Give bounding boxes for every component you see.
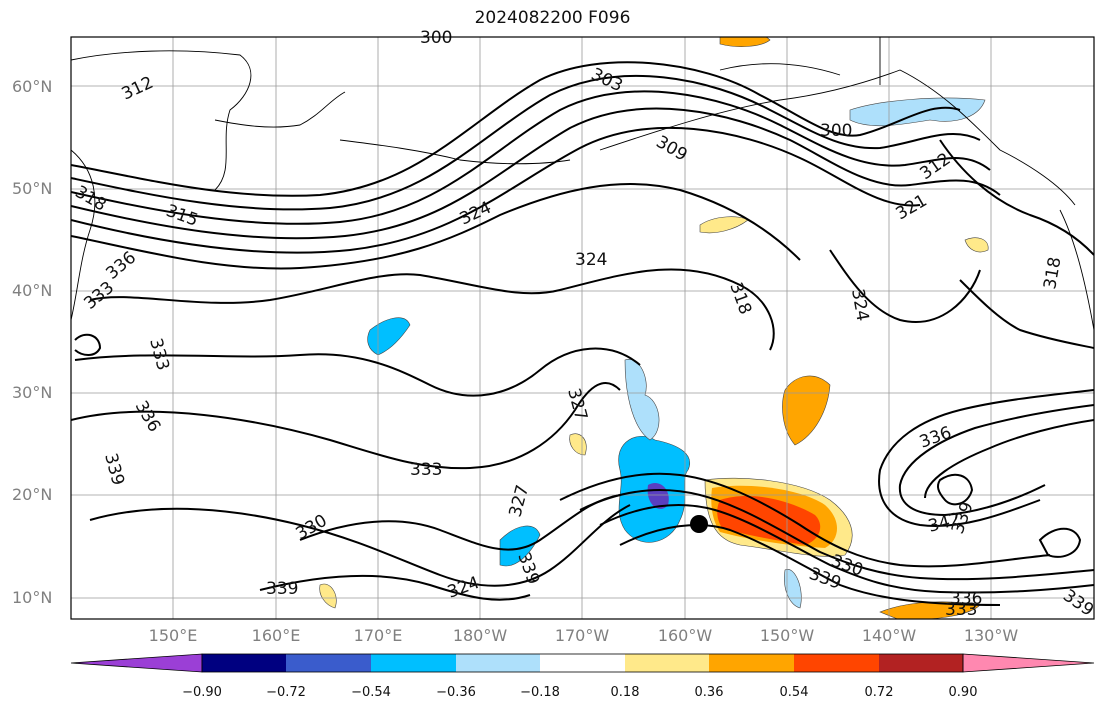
colorbar-tick-label: 0.90 (948, 685, 978, 700)
lon-label: 130°W (963, 626, 1019, 645)
lat-label: 40°N (12, 281, 53, 300)
colorbar-tick-label: −0.54 (351, 685, 391, 700)
colorbar-tick-label: 0.54 (779, 685, 809, 700)
lon-label: 180°W (452, 626, 508, 645)
lat-label: 20°N (12, 485, 53, 504)
colorbar-bin (371, 654, 456, 672)
shade-negative-d (849, 97, 986, 127)
colorbar-bin (794, 654, 879, 672)
lat-label: 50°N (12, 179, 53, 198)
contour-label: 300 (820, 121, 852, 141)
lon-label: 150°E (148, 626, 198, 645)
shade-positive-h (964, 237, 989, 253)
colorbar-tick-label: 0.36 (694, 685, 724, 700)
lat-label: 10°N (12, 588, 53, 607)
shade-positive-g (319, 583, 337, 609)
colorbar-tick-label: −0.72 (266, 685, 306, 700)
colorbar-tick-label: 0.72 (864, 685, 894, 700)
shading-layer (319, 37, 989, 619)
plot-area (71, 37, 1094, 619)
colorbar-frame (201, 653, 964, 673)
lon-label: 160°W (657, 626, 713, 645)
colorbar-bin (202, 654, 286, 672)
colorbar-bin (540, 654, 625, 672)
colorbar-tick-label: −0.36 (436, 685, 476, 700)
colorbar-bin (709, 654, 794, 672)
map-title: 2024082200 F096 (474, 8, 631, 28)
contour-label: 333 (410, 460, 442, 480)
colorbar-bin (879, 654, 963, 672)
colorbar-low-extend (70, 653, 203, 673)
colorbar-tick-label: 0.18 (610, 685, 640, 700)
contour-label: 339 (266, 579, 298, 599)
contour-label: 324 (575, 250, 607, 270)
colorbar-bin (456, 654, 540, 672)
colorbar-high-extend (962, 653, 1095, 673)
lon-label: 170°E (353, 626, 403, 645)
lon-label: 150°W (759, 626, 815, 645)
contour-label: 333 (945, 600, 977, 620)
coastlines (71, 37, 1094, 331)
lat-label: 30°N (12, 383, 53, 402)
shade-negative-light (624, 359, 660, 441)
shade-negative-c (499, 525, 541, 567)
colorbar-tick-label: −0.18 (520, 685, 560, 700)
lat-label: 60°N (12, 77, 53, 96)
lon-label: 170°W (554, 626, 610, 645)
lon-label: 160°E (251, 626, 301, 645)
colorbar-tick-label: −0.90 (182, 685, 222, 700)
contour-label: 300 (420, 28, 452, 48)
colorbar (70, 653, 1095, 673)
shade-positive-d (719, 37, 771, 47)
contour-lines (71, 61, 1094, 606)
colorbar-bin (625, 654, 709, 672)
lon-label: 140°W (861, 626, 917, 645)
contour-label: 336 (950, 589, 982, 609)
colorbar-bin (286, 654, 371, 672)
plot-frame (70, 36, 1095, 620)
shade-positive-strong (717, 495, 821, 545)
tropical-cyclone-marker (690, 515, 708, 533)
